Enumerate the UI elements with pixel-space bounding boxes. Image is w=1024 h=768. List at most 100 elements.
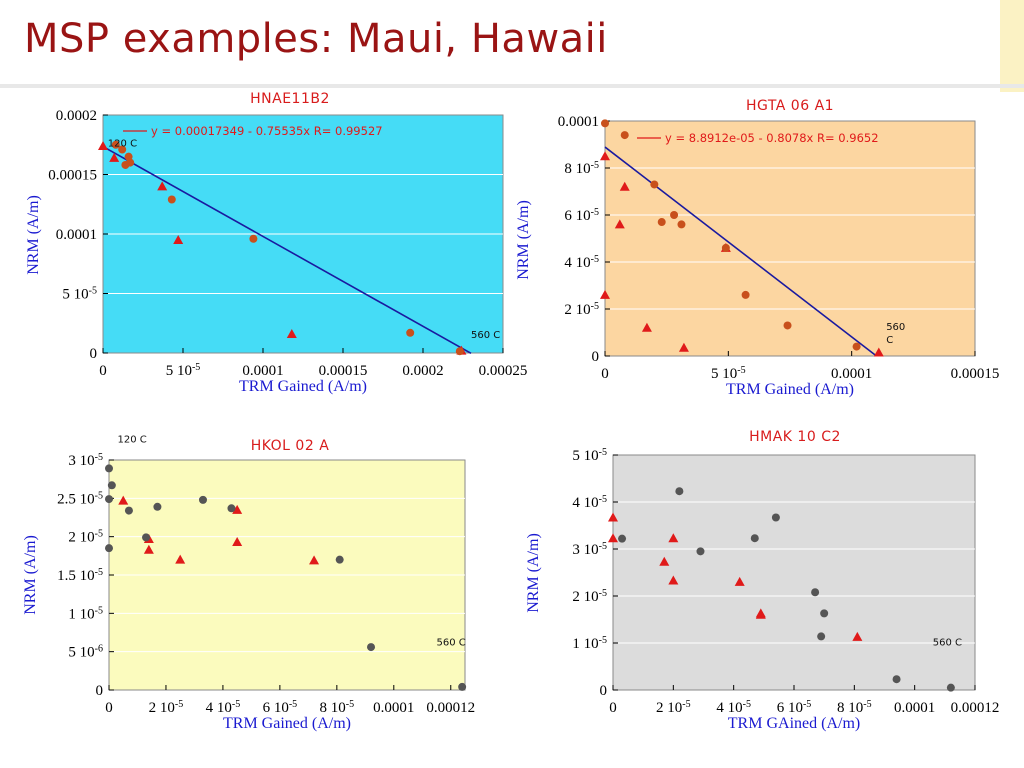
- chart-hkol02a: 0 5 10-6 1 10-5 1.5 10-5 2 10-5 2.5 10-5 3 10-…: [22, 434, 475, 732]
- data-point-circle: [105, 464, 113, 473]
- x-tick-label: 8 10-5: [837, 699, 872, 717]
- y-tick-label: 0: [90, 346, 98, 362]
- data-point-triangle: [173, 234, 184, 244]
- data-point-triangle: [143, 544, 154, 554]
- x-tick-label: 2 10-5: [656, 699, 691, 717]
- x-tick-label: 0.00015: [951, 366, 1000, 382]
- data-point-triangle: [668, 575, 679, 585]
- data-point-circle: [721, 243, 730, 252]
- y-axis-label: NRM (A/m): [25, 195, 42, 275]
- temperature-annotation: 560 C: [933, 637, 962, 648]
- y-tick-label: 0: [592, 349, 600, 365]
- data-point-triangle: [608, 512, 618, 522]
- data-point-circle: [124, 506, 133, 515]
- y-tick-label: 2 10-5: [572, 588, 607, 606]
- header-divider: [0, 84, 1024, 88]
- slide-title: MSP examples: Maui, Hawaii: [24, 16, 608, 62]
- data-point-circle: [142, 533, 151, 542]
- data-point-circle: [111, 140, 120, 149]
- data-point-triangle: [755, 609, 766, 619]
- data-point-circle: [601, 119, 609, 128]
- temperature-annotation: 560 C: [471, 330, 500, 341]
- x-tick-label: 0.00012: [951, 700, 1000, 716]
- data-point-triangle: [600, 151, 610, 161]
- data-point-triangle: [734, 576, 745, 586]
- x-axis-label: TRM Gained (A/m): [239, 378, 367, 395]
- data-point-circle: [852, 342, 861, 351]
- y-tick-label: 1.5 10-5: [57, 567, 103, 585]
- x-tick-label: 0.0001: [242, 363, 283, 379]
- data-point-triangle: [157, 181, 168, 191]
- x-tick-label: 0.0001: [373, 700, 414, 716]
- y-tick-label: 8 10-5: [564, 160, 599, 178]
- data-point-triangle: [175, 554, 186, 564]
- x-axis-label: TRM GAined (A/m): [728, 715, 860, 732]
- data-point-circle: [105, 495, 113, 504]
- x-tick-label: 8 10-5: [320, 699, 355, 717]
- y-tick-label: 4 10-5: [572, 494, 607, 512]
- y-tick-label: 0.0001: [558, 114, 599, 130]
- data-point-circle: [675, 487, 684, 496]
- data-point-circle: [811, 588, 820, 597]
- data-point-triangle: [232, 504, 243, 514]
- data-point-triangle: [659, 556, 670, 566]
- chart-hmak10c2: 0 1 10-5 2 10-5 3 10-5 4 10-5 5 10-5 0 2 10-5 4 …: [525, 429, 999, 732]
- data-point-triangle: [232, 537, 243, 547]
- fit-line: [604, 146, 877, 357]
- y-axis-label: NRM (A/m): [525, 533, 542, 613]
- fit-line: [102, 145, 472, 354]
- data-point-circle: [107, 481, 116, 490]
- data-point-circle: [771, 513, 780, 522]
- y-tick-label: 5 10-5: [62, 285, 97, 303]
- data-point-circle: [657, 218, 666, 227]
- x-tick-label: 4 10-5: [206, 699, 241, 717]
- temperature-annotation: 560: [886, 322, 905, 333]
- chart-title: HGTA 06 A1: [746, 98, 834, 114]
- data-point-triangle: [668, 533, 679, 543]
- y-tick-label: 0: [96, 683, 104, 699]
- x-tick-label: 0.00012: [426, 700, 475, 716]
- y-tick-label: 5 10-5: [572, 447, 607, 465]
- data-point-circle: [455, 347, 464, 356]
- temperature-annotation: 120 C: [108, 139, 137, 150]
- x-tick-label: 0: [601, 366, 609, 382]
- data-point-circle: [249, 234, 258, 243]
- data-point-triangle: [608, 533, 618, 543]
- fit-equation: y = 8.8912e-05 - 0.8078x R= 0.9652: [665, 131, 879, 145]
- data-point-triangle: [98, 140, 108, 150]
- y-axis-label: NRM (A/m): [515, 200, 532, 280]
- fit-equation: y = 0.00017349 - 0.75535x R= 0.99527: [151, 124, 383, 138]
- data-point-triangle: [109, 152, 120, 162]
- x-tick-label: 0.00015: [319, 363, 368, 379]
- y-axis-label: NRM (A/m): [22, 535, 39, 615]
- x-tick-label: 0.00025: [479, 363, 528, 379]
- data-point-circle: [167, 195, 176, 204]
- plot-area: [604, 120, 976, 357]
- y-tick-label: 3 10-5: [68, 452, 103, 470]
- data-point-triangle: [118, 495, 129, 505]
- y-tick-label: 0.00015: [48, 168, 97, 184]
- chart-title: HKOL 02 A: [251, 438, 330, 454]
- data-point-circle: [946, 683, 955, 692]
- x-tick-label: 5 10-5: [166, 362, 201, 380]
- chart-hnae11b2: 0 5 10-5 0.0001 0.00015 0.0002 0 5 10-5 0.0001 0…: [25, 91, 527, 395]
- data-point-triangle: [619, 181, 630, 191]
- x-tick-label: 5 10-5: [711, 365, 746, 383]
- data-point-circle: [118, 145, 127, 154]
- y-tick-label: 2.5 10-5: [57, 490, 103, 508]
- y-tick-label: 5 10-6: [68, 643, 103, 661]
- data-point-circle: [335, 555, 344, 564]
- x-tick-label: 4 10-5: [716, 699, 751, 717]
- data-point-circle: [620, 131, 629, 140]
- data-point-circle: [198, 495, 207, 504]
- data-point-circle: [153, 502, 162, 511]
- data-point-circle: [227, 504, 236, 513]
- data-point-circle: [817, 632, 826, 641]
- temperature-annotation: 120 C: [118, 434, 147, 445]
- data-point-triangle: [678, 342, 689, 352]
- data-point-triangle: [309, 555, 320, 565]
- chart-hgta06a1: 0 2 10-5 4 10-5 6 10-5 8 10-5 0.0001 0 5 10-5 0.…: [515, 98, 999, 398]
- corner-accent: [1000, 0, 1024, 92]
- data-point-circle: [820, 609, 829, 618]
- y-tick-label: 2 10-5: [68, 528, 103, 546]
